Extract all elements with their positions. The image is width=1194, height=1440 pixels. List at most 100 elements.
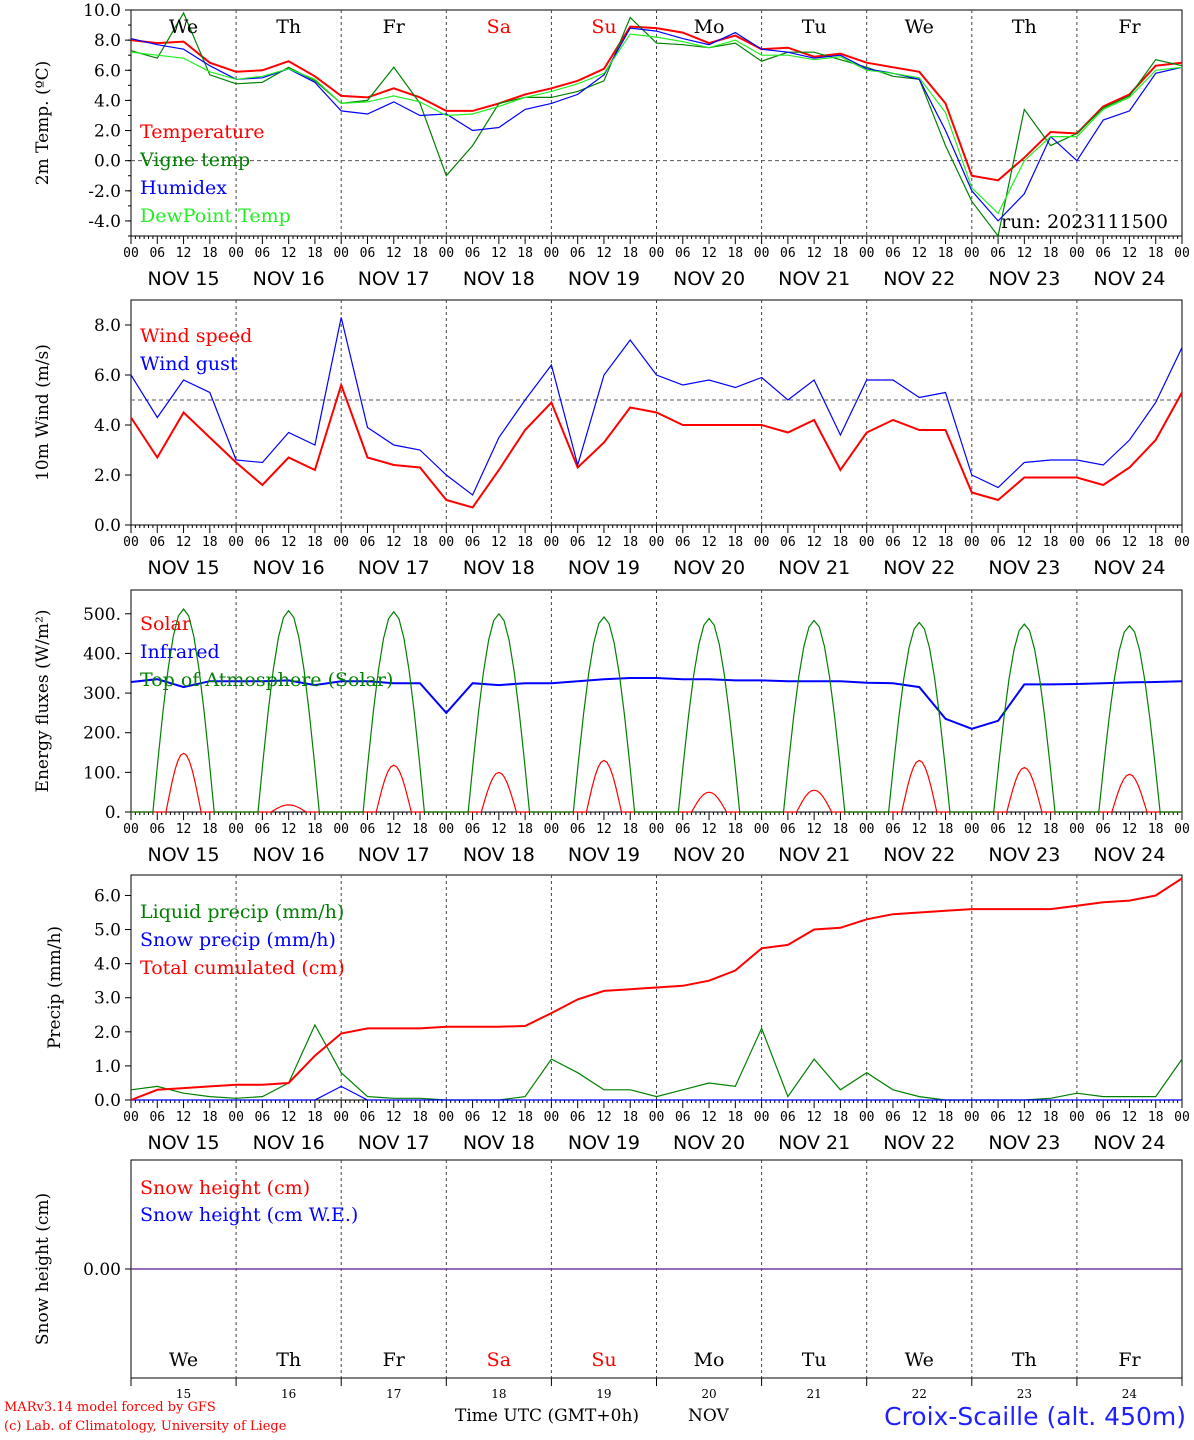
hour-tick-label: 12 (1122, 246, 1138, 261)
day-number-label: 23 (1017, 1387, 1032, 1400)
date-label: NOV 15 (148, 268, 220, 290)
day-of-week-label: Th (1012, 16, 1037, 38)
hour-tick-label: 00 (754, 535, 770, 550)
day-of-week-label: We (905, 16, 934, 38)
legend-label: Infrared (140, 641, 220, 663)
date-label: NOV 21 (778, 844, 850, 866)
date-label: NOV 18 (463, 844, 535, 866)
date-label: NOV 18 (463, 268, 535, 290)
legend-label: Snow height (cm W.E.) (140, 1204, 358, 1226)
hour-tick-label: 12 (1122, 1110, 1138, 1125)
date-label: NOV 23 (988, 557, 1060, 579)
day-of-week-label: We (169, 1349, 198, 1371)
legend-label: DewPoint Temp (140, 205, 291, 227)
date-label: NOV 21 (778, 1132, 850, 1154)
y-tick-label: 6.0 (94, 886, 121, 906)
hour-tick-label: 18 (833, 535, 849, 550)
hour-tick-label: 06 (1095, 535, 1111, 550)
hour-tick-label: 12 (911, 246, 927, 261)
day-number-label: 20 (701, 1387, 716, 1400)
day-of-week-label: Fr (383, 1349, 406, 1371)
date-label: NOV 19 (568, 557, 640, 579)
y-axis-label: 10m Wind (m/s) (33, 344, 53, 481)
hour-tick-label: 12 (176, 1110, 192, 1125)
day-of-week-label: Sa (487, 1349, 511, 1371)
hour-tick-label: 00 (333, 535, 349, 550)
hour-tick-label: 00 (123, 1110, 139, 1125)
date-label: NOV 17 (358, 844, 430, 866)
hour-tick-label: 12 (911, 535, 927, 550)
date-label: NOV 23 (988, 844, 1060, 866)
hour-tick-label: 00 (649, 822, 665, 837)
hour-tick-label: 12 (701, 246, 717, 261)
series-line-humidex (130, 27, 1183, 222)
y-axis-label: Precip (mm/h) (45, 926, 65, 1049)
legend-label: Temperature (140, 121, 264, 143)
day-of-week-label: We (905, 1349, 934, 1371)
y-tick-label: 0.0 (94, 1091, 121, 1111)
y-tick-label: 3.0 (94, 989, 121, 1009)
series-line-top-of-atmosphere-solar- (131, 607, 1182, 813)
y-tick-label: 2.0 (94, 466, 121, 486)
legend-label: Snow precip (mm/h) (140, 929, 336, 951)
hour-tick-label: 00 (859, 246, 875, 261)
hour-tick-label: 00 (1174, 246, 1190, 261)
hour-tick-label: 12 (806, 246, 822, 261)
month-label: NOV (688, 1406, 729, 1426)
hour-tick-label: 12 (596, 822, 612, 837)
day-of-week-label: Mo (694, 1349, 725, 1371)
hour-tick-label: 00 (859, 822, 875, 837)
hour-tick-label: 00 (859, 1110, 875, 1125)
y-tick-label: -2.0 (88, 182, 121, 202)
hour-tick-label: 00 (228, 535, 244, 550)
hour-tick-label: 18 (833, 1110, 849, 1125)
hour-tick-label: 12 (806, 1110, 822, 1125)
hour-tick-label: 18 (1043, 1110, 1059, 1125)
hour-tick-label: 18 (938, 1110, 954, 1125)
hour-tick-label: 00 (754, 822, 770, 837)
hour-tick-label: 00 (333, 246, 349, 261)
day-of-week-label: Tu (802, 1349, 827, 1371)
hour-tick-label: 00 (1069, 1110, 1085, 1125)
hour-tick-label: 12 (386, 246, 402, 261)
y-tick-label: 200. (83, 724, 121, 744)
hour-tick-label: 06 (149, 1110, 165, 1125)
date-label: NOV 24 (1093, 268, 1165, 290)
hour-tick-label: 12 (281, 535, 297, 550)
date-label: NOV 16 (253, 1132, 325, 1154)
legend-label: Humidex (140, 177, 227, 199)
hour-tick-label: 12 (281, 1110, 297, 1125)
hour-tick-label: 00 (964, 1110, 980, 1125)
date-label: NOV 21 (778, 557, 850, 579)
hour-tick-label: 00 (333, 1110, 349, 1125)
hour-tick-label: 00 (438, 246, 454, 261)
hour-tick-label: 06 (360, 246, 376, 261)
hour-tick-label: 06 (990, 535, 1006, 550)
hour-tick-label: 06 (255, 822, 271, 837)
day-number-label: 17 (386, 1387, 401, 1400)
hour-tick-label: 18 (727, 535, 743, 550)
day-number-label: 24 (1122, 1387, 1138, 1400)
hour-tick-label: 00 (544, 822, 560, 837)
legend-label: Snow height (cm) (140, 1177, 310, 1199)
legend-label: Liquid precip (mm/h) (140, 901, 344, 923)
day-of-week-label: Su (591, 1349, 616, 1371)
hour-tick-label: 18 (412, 822, 428, 837)
x-axis-title: Time UTC (GMT+0h) (455, 1406, 640, 1426)
hour-tick-label: 06 (675, 535, 691, 550)
hour-tick-label: 12 (176, 535, 192, 550)
hour-tick-label: 06 (885, 1110, 901, 1125)
hour-tick-label: 06 (570, 535, 586, 550)
date-label: NOV 20 (673, 1132, 745, 1154)
hour-tick-label: 06 (360, 535, 376, 550)
y-tick-label: 4.0 (94, 955, 121, 975)
hour-tick-label: 18 (307, 246, 323, 261)
hour-tick-label: 06 (780, 246, 796, 261)
hour-tick-label: 12 (806, 822, 822, 837)
hour-tick-label: 00 (333, 822, 349, 837)
hour-tick-label: 06 (255, 1110, 271, 1125)
hour-tick-label: 18 (1148, 822, 1164, 837)
hour-tick-label: 18 (1148, 1110, 1164, 1125)
y-axis-label: 2m Temp. (ºC) (33, 61, 53, 186)
date-label: NOV 16 (253, 268, 325, 290)
